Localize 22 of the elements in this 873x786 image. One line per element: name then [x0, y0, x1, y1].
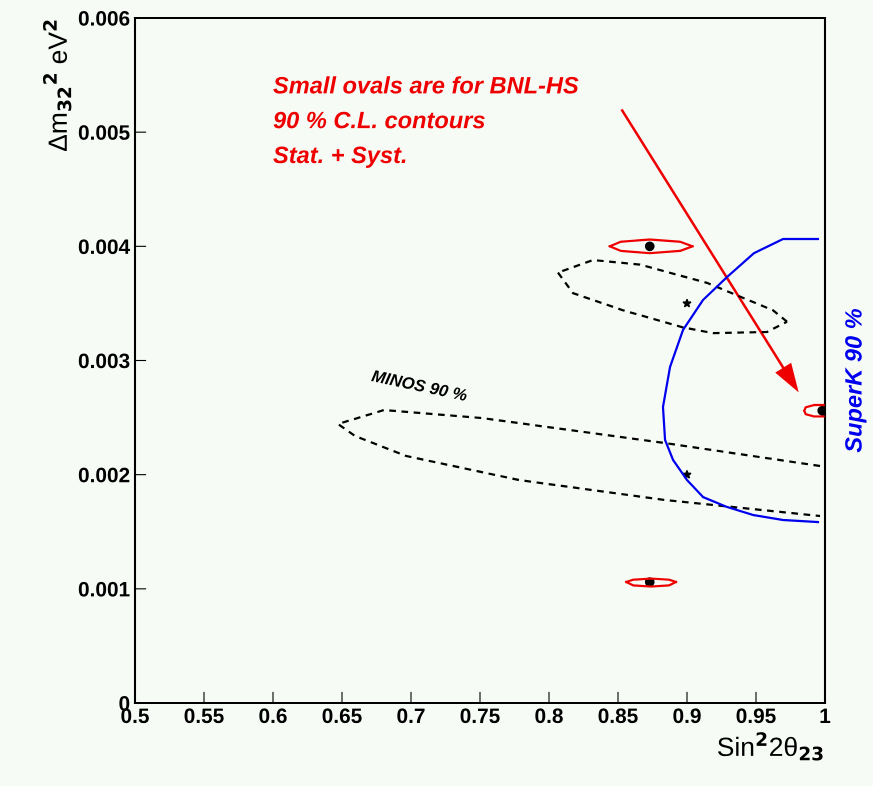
- annotation: Small ovals are for BNL-HS 90 % C.L. contours Stat. + Syst.: [273, 76, 578, 168]
- x-tick-label: 0.75: [460, 708, 500, 724]
- x-tick-label: 0.95: [736, 708, 776, 724]
- y-tick-label: 0.003: [78, 354, 130, 368]
- y-tick-label: 0.004: [78, 239, 130, 254]
- x-tick-label: 0.7: [397, 708, 425, 724]
- x-tick-label: 0.6: [259, 708, 287, 724]
- y-tick-label: 0.002: [78, 468, 130, 482]
- y-tick-label: 0.006: [78, 11, 130, 26]
- x-tick-label: 0.55: [184, 708, 224, 724]
- x-tick-label: 0.9: [673, 708, 701, 724]
- x-tick-label: 0.5: [121, 708, 149, 724]
- text: MINOS 90 %: [371, 370, 468, 402]
- y-axis-title: Δm$_{32}$$^{2}$ eV$^{2}$: [42, 20, 72, 152]
- y-tick-label: 0.005: [78, 125, 130, 140]
- y-tick-label: 0.001: [78, 582, 130, 597]
- x-tick-label: 1: [820, 708, 830, 723]
- x-axis-title: Sin$^{2}$2θ$_{23}$: [718, 732, 823, 761]
- x-tick-label: 0.65: [322, 708, 362, 724]
- x-tick-label: 0.8: [535, 708, 563, 724]
- text: SuperK 90 %: [845, 309, 866, 452]
- x-tick-label: 0.85: [598, 708, 638, 724]
